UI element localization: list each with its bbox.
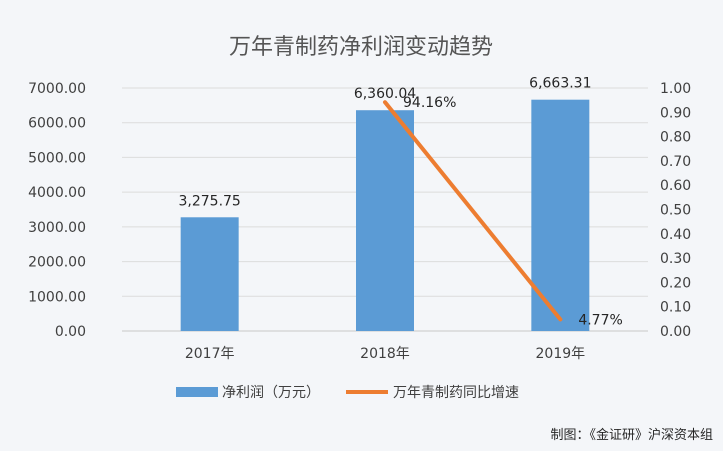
x-tick-label: 2019年 <box>536 346 586 362</box>
right-tick-label: 0.80 <box>660 130 691 146</box>
series-line <box>383 100 563 322</box>
left-tick-label: 7000.00 <box>28 81 86 97</box>
right-tick-label: 0.60 <box>660 178 691 194</box>
bar-series: 3,275.75 6,360.04 6,663.31 <box>178 76 592 331</box>
left-tick-label: 4000.00 <box>28 185 86 201</box>
right-tick-label: 0.50 <box>660 203 691 219</box>
right-tick-label: 0.20 <box>660 275 691 291</box>
left-tick-label: 6000.00 <box>28 116 86 132</box>
left-tick-label: 2000.00 <box>28 255 86 271</box>
bar-data-label: 6,360.04 <box>354 86 416 102</box>
bar-data-label: 6,663.31 <box>529 76 591 92</box>
line-data-label: 4.77% <box>578 312 622 328</box>
left-tick-label: 5000.00 <box>28 150 86 166</box>
right-tick-label: 0.30 <box>660 251 691 267</box>
legend-label-line: 万年青制药同比增速 <box>393 385 519 401</box>
left-tick-label: 3000.00 <box>28 220 86 236</box>
left-axis-ticks: 0.00 1000.00 2000.00 3000.00 4000.00 5000.00 6… <box>28 81 86 340</box>
bar <box>180 217 239 331</box>
legend: 净利润（万元） 万年青制药同比增速 <box>176 385 519 401</box>
right-tick-label: 0.10 <box>660 300 691 316</box>
x-tick-label: 2017年 <box>185 346 235 362</box>
left-tick-label: 1000.00 <box>28 289 86 305</box>
right-tick-label: 0.00 <box>660 324 691 340</box>
credit-text: 制图：《金证研》沪深资本组 <box>550 427 713 443</box>
bar-data-label: 3,275.75 <box>178 193 240 209</box>
legend-swatch-bar <box>176 387 218 397</box>
left-tick-label: 0.00 <box>55 324 86 340</box>
right-tick-label: 0.40 <box>660 227 691 243</box>
right-tick-label: 0.70 <box>660 154 691 170</box>
bar <box>356 110 414 331</box>
x-tick-label: 2018年 <box>360 346 410 362</box>
line-data-label: 94.16% <box>403 95 456 111</box>
chart-title: 万年青制药净利润变动趋势 <box>229 35 493 60</box>
right-tick-label: 1.00 <box>660 81 691 97</box>
legend-label-bar: 净利润（万元） <box>222 385 320 401</box>
line-series: 94.16% 4.77% <box>383 95 623 328</box>
right-tick-label: 0.90 <box>660 105 691 121</box>
x-axis-ticks: 2017年 2018年 2019年 <box>185 346 585 362</box>
right-axis-ticks: 0.00 0.10 0.20 0.30 0.40 0.50 0.60 0.70 0.80 0.90… <box>660 81 691 340</box>
